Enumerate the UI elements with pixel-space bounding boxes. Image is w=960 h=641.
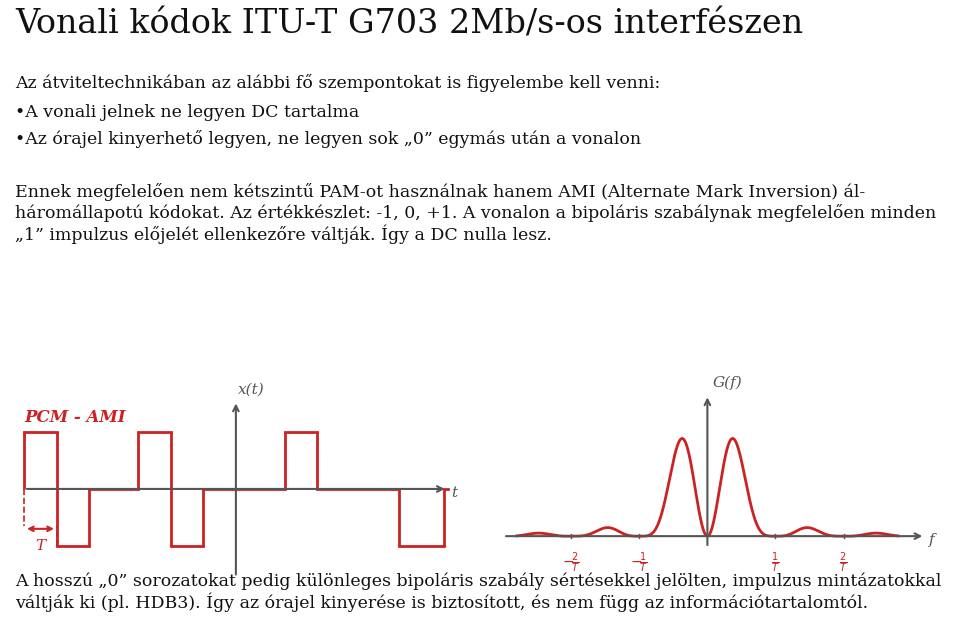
Text: háromállapotú kódokat. Az értékkészlet: -1, 0, +1. A vonalon a bipoláris szabály: háromállapotú kódokat. Az értékkészlet: …	[15, 204, 936, 222]
Text: $\frac{2}{T}$: $\frac{2}{T}$	[839, 551, 848, 575]
Text: •Az órajel kinyerhető legyen, ne legyen sok „0” egymás után a vonalon: •Az órajel kinyerhető legyen, ne legyen …	[15, 130, 641, 148]
Text: t: t	[451, 487, 457, 501]
Text: váltják ki (pl. HDB3). Így az órajel kinyerése is biztosított, és nem függ az in: váltják ki (pl. HDB3). Így az órajel kin…	[15, 593, 868, 613]
Text: $-\!\frac{1}{T}$: $-\!\frac{1}{T}$	[631, 551, 648, 575]
Text: $-\!\frac{2}{T}$: $-\!\frac{2}{T}$	[563, 551, 580, 575]
Text: Az átviteltechnikában az alábbi fő szempontokat is figyelembe kell venni:: Az átviteltechnikában az alábbi fő szemp…	[15, 74, 660, 92]
Text: „1” impulzus előjelét ellenkezőre váltják. Így a DC nulla lesz.: „1” impulzus előjelét ellenkezőre váltjá…	[15, 225, 552, 244]
Text: G(f): G(f)	[713, 375, 743, 390]
Text: •A vonali jelnek ne legyen DC tartalma: •A vonali jelnek ne legyen DC tartalma	[15, 104, 359, 121]
Text: f: f	[928, 533, 934, 547]
Text: A hosszú „0” sorozatokat pedig különleges bipoláris szabály sértésekkel jelölten: A hosszú „0” sorozatokat pedig különlege…	[15, 572, 942, 590]
Text: Ennek megfelelően nem kétszintű PAM-ot használnak hanem AMI (Alternate Mark Inve: Ennek megfelelően nem kétszintű PAM-ot h…	[15, 183, 865, 201]
Text: x(t): x(t)	[237, 383, 264, 397]
Text: PCM - AMI: PCM - AMI	[24, 409, 126, 426]
Text: Vonali kódok ITU-T G703 2Mb/s-os interfészen: Vonali kódok ITU-T G703 2Mb/s-os interfé…	[15, 8, 804, 40]
Text: $\frac{1}{T}$: $\frac{1}{T}$	[771, 551, 780, 575]
Text: T: T	[36, 539, 45, 553]
